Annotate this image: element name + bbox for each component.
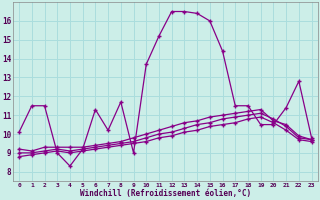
X-axis label: Windchill (Refroidissement éolien,°C): Windchill (Refroidissement éolien,°C)	[80, 189, 251, 198]
